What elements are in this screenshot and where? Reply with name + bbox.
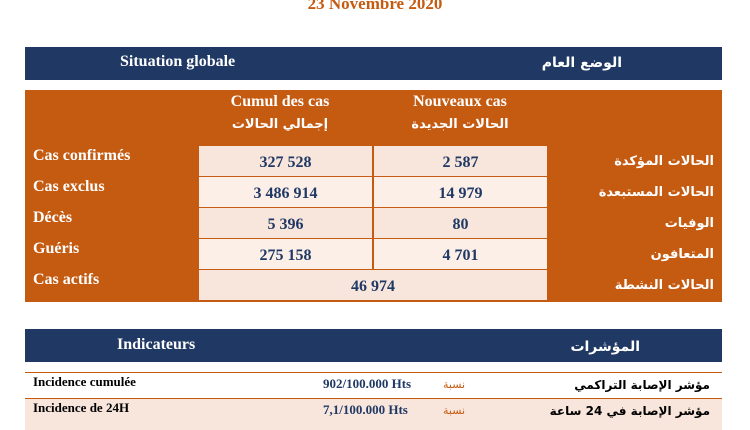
- table-row-deaths: Décès 5 396 80 الوفيات: [25, 208, 722, 238]
- row-label-fr: Guéris: [33, 240, 80, 257]
- cumul-value: 5 396: [199, 208, 372, 238]
- indicators-title-ar: المؤشرات: [570, 339, 640, 355]
- active-value: 46 974: [199, 270, 547, 300]
- new-value: 4 701: [374, 239, 547, 269]
- table-row-excluded: Cas exclus 3 486 914 14 979 الحالات المس…: [25, 177, 722, 207]
- indicators-title-fr: Indicateurs: [117, 336, 196, 353]
- indicator-row-24h: Incidence de 24H 7,1/100.000 Hts نسبة مؤ…: [25, 398, 722, 430]
- table-row-recovered: Guéris 275 158 4 701 المتعافون: [25, 239, 722, 269]
- cumul-value: 275 158: [199, 239, 372, 269]
- new-header-fr: Nouveaux cas: [413, 93, 507, 110]
- indicator-label-fr: Incidence de 24H: [33, 400, 130, 415]
- cumul-header-fr: Cumul des cas: [230, 93, 330, 110]
- new-value: 14 979: [374, 177, 547, 207]
- row-label-ar: المتعافون: [650, 247, 714, 262]
- global-title-ar: الوضع العام: [541, 55, 622, 71]
- indicator-label-fr: Incidence cumulée: [33, 374, 136, 389]
- row-label-fr: Cas actifs: [33, 271, 100, 288]
- row-label-ar: الحالات المستبعدة: [598, 185, 714, 200]
- global-situation-header: Situation globale الوضع العام: [25, 47, 722, 80]
- cases-table: Cumul des cas إجمالي الحالات Nouveaux ca…: [25, 90, 722, 302]
- new-value: 80: [374, 208, 547, 238]
- row-label-ar: الوفيات: [664, 216, 714, 231]
- row-label-fr: Cas exclus: [33, 178, 105, 195]
- indicator-ratio-word: نسبة: [443, 404, 466, 417]
- row-label-ar: الحالات النشطة: [614, 278, 714, 293]
- indicator-ratio-word: نسبة: [443, 378, 466, 391]
- row-label-ar: الحالات المؤكدة: [614, 154, 714, 169]
- row-label-fr: Décès: [33, 209, 73, 226]
- table-row-active: Cas actifs 46 974 الحالات النشطة: [25, 270, 722, 300]
- indicator-value: 902/100.000 Hts: [323, 376, 412, 391]
- cumul-column-header: Cumul des cas إجمالي الحالات: [215, 93, 345, 132]
- indicator-row-cumulative: Incidence cumulée 902/100.000 Hts نسبة م…: [25, 372, 722, 396]
- cumul-value: 327 528: [199, 146, 372, 176]
- indicator-label-ar: مؤشر الإصابة في 24 ساعة: [549, 404, 710, 418]
- indicator-label-ar: مؤشر الإصابة التراكمي: [574, 378, 710, 392]
- row-label-fr: Cas confirmés: [33, 147, 131, 164]
- report-date: 23 Novembre 2020: [307, 0, 443, 13]
- cumul-header-ar: إجمالي الحالات: [231, 117, 329, 132]
- new-header-ar: الحالات الجديدة: [411, 117, 509, 132]
- table-row-confirmed: Cas confirmés 327 528 2 587 الحالات المؤ…: [25, 146, 722, 176]
- indicator-value: 7,1/100.000 Hts: [323, 402, 408, 417]
- indicators-header: Indicateurs المؤشرات: [25, 329, 722, 362]
- new-value: 2 587: [374, 146, 547, 176]
- new-column-header: Nouveaux cas الحالات الجديدة: [390, 93, 530, 132]
- cumul-value: 3 486 914: [199, 177, 372, 207]
- global-title-fr: Situation globale: [120, 53, 236, 70]
